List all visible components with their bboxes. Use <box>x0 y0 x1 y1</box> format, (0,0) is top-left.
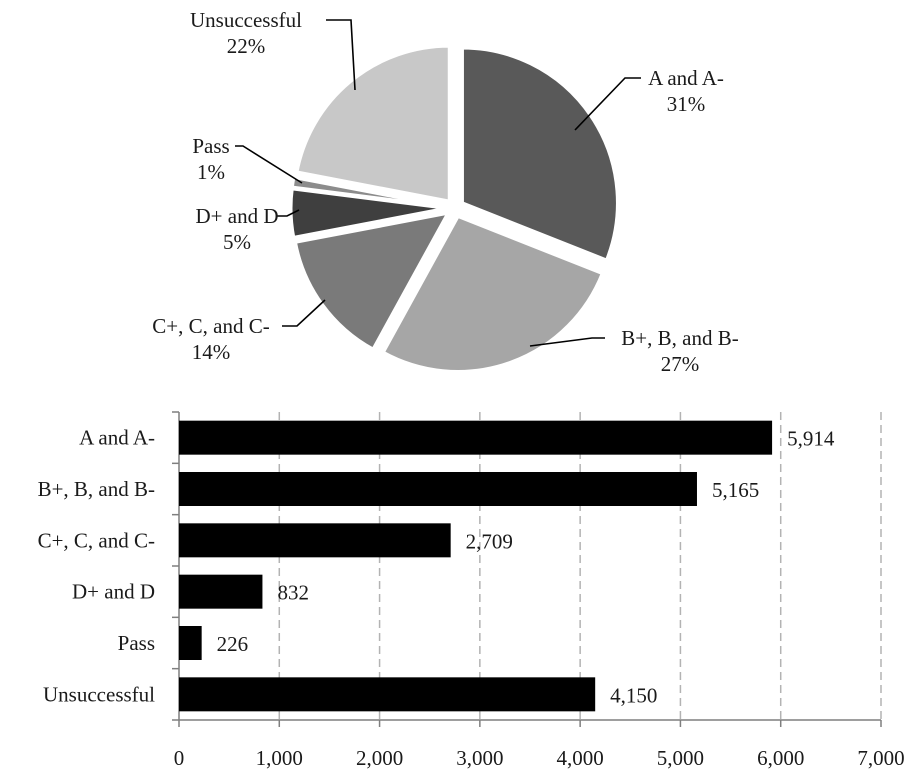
y-tick-label-b-b-and-b: B+, B, and B- <box>38 477 155 501</box>
y-tick-label-c-c-and-c: C+, C, and C- <box>38 528 155 552</box>
bar-c-c-and-c <box>179 523 451 558</box>
pie-leader-line-a-and-a <box>574 77 641 131</box>
pie-percent-unsuccessful: 22% <box>227 34 266 58</box>
pie-leader-line-d-and-d <box>276 209 300 217</box>
pie-slice-a-and-a <box>460 46 619 262</box>
pie-slice-unsuccessful <box>295 44 451 203</box>
pie-percent-pass: 1% <box>197 160 225 184</box>
pie-label-a-and-a: A and A- <box>648 66 724 90</box>
data-label-unsuccessful: 4,150 <box>610 683 657 707</box>
pie-percent-d-and-d: 5% <box>223 230 251 254</box>
pie-slice-c-c-and-c <box>293 211 451 352</box>
data-label-pass: 226 <box>217 632 249 656</box>
pie-label-unsuccessful: Unsuccessful <box>190 8 302 32</box>
pie-leader-line-pass <box>235 145 303 184</box>
pie-chart: A and A-31% B+, B, and B-27% C+, C, and C-… <box>152 8 738 376</box>
data-label-d-and-d: 832 <box>277 581 309 605</box>
pie-percent-b-b-and-b: 27% <box>661 352 700 376</box>
pie-label-b-b-and-b: B+, B, and B- <box>621 326 738 350</box>
x-tick-label-1000: 1,000 <box>256 746 303 770</box>
y-tick-label-unsuccessful: Unsuccessful <box>43 682 155 706</box>
pie-label-c-c-and-c: C+, C, and C- <box>152 314 269 338</box>
data-label-c-c-and-c: 2,709 <box>466 529 513 553</box>
bar-d-and-d <box>179 574 263 609</box>
y-tick-label-a-and-a: A and A- <box>79 426 155 450</box>
x-tick-label-6000: 6,000 <box>757 746 804 770</box>
pie-label-pass: Pass <box>192 134 229 158</box>
pie-percent-a-and-a: 31% <box>667 92 706 116</box>
x-tick-label-7000: 7,000 <box>857 746 904 770</box>
y-tick-label-d-and-d: D+ and D <box>72 580 155 604</box>
x-tick-label-0: 0 <box>174 746 185 770</box>
data-label-b-b-and-b: 5,165 <box>712 478 759 502</box>
data-label-a-and-a: 5,914 <box>787 427 835 451</box>
bar-unsuccessful <box>179 677 596 712</box>
bar-chart: 0 1,000 2,000 3,000 4,000 5,000 6,000 7,000 A an… <box>38 411 905 770</box>
bar-b-b-and-b <box>179 472 697 506</box>
bar-a-and-a <box>179 420 773 455</box>
pie-label-d-and-d: D+ and D <box>196 204 279 228</box>
bar-pass <box>179 626 202 660</box>
pie-percent-c-c-and-c: 14% <box>192 340 231 364</box>
pie-leader-line-b-b-and-b <box>529 337 605 347</box>
x-tick-label-2000: 2,000 <box>356 746 403 770</box>
x-tick-label-3000: 3,000 <box>456 746 503 770</box>
x-tick-label-4000: 4,000 <box>557 746 604 770</box>
pie-leader-line-c-c-and-c <box>282 299 326 327</box>
pie-slice-b-b-and-b <box>381 214 605 373</box>
pie-leader-line-unsuccessful <box>326 19 356 91</box>
y-tick-label-pass: Pass <box>118 631 155 655</box>
x-tick-label-5000: 5,000 <box>657 746 704 770</box>
